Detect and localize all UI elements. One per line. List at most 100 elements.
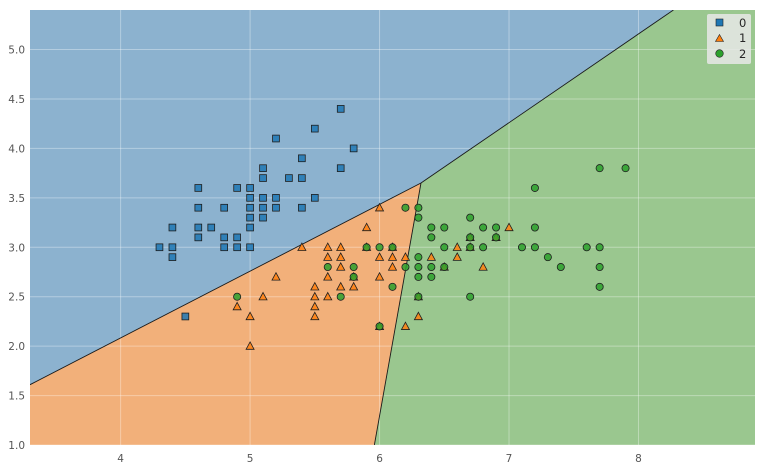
data-point-class-2 [530, 223, 539, 232]
data-point-class-2 [414, 292, 423, 301]
x-axis-ticks: 4 5 6 7 8 [117, 453, 642, 465]
data-point-class-0 [246, 213, 254, 222]
data-point-class-0 [259, 213, 267, 222]
data-point-class-2 [479, 243, 488, 252]
data-point-class-0 [233, 233, 241, 242]
data-point-class-2 [349, 263, 358, 272]
region-class-0 [30, 10, 674, 385]
data-point-class-0 [311, 124, 319, 133]
data-point-class-0 [298, 154, 306, 163]
data-point-class-1 [400, 321, 411, 330]
legend-label-1: 1 [739, 31, 746, 45]
legend-label-2: 2 [739, 47, 746, 61]
data-point-class-2 [556, 263, 565, 272]
decision-boundary-0 [30, 182, 422, 386]
legend-item-1: 1 [714, 31, 746, 45]
data-point-class-0 [181, 312, 190, 321]
decision-boundary-1 [420, 10, 674, 184]
data-point-class-1 [374, 271, 385, 281]
data-point-class-2 [440, 263, 449, 272]
data-point-class-1 [245, 311, 255, 321]
data-point-class-0 [246, 223, 254, 232]
legend: 0 1 2 [707, 14, 751, 64]
data-point-class-1 [271, 271, 281, 281]
data-point-class-2 [621, 164, 630, 173]
data-point-class-1 [323, 291, 333, 301]
data-point-class-0 [272, 134, 280, 143]
y-tick-label: 1.5 [8, 391, 25, 403]
data-point-class-2 [466, 292, 475, 301]
data-point-class-2 [414, 253, 423, 262]
data-point-class-1 [426, 252, 437, 261]
data-point-class-1 [348, 281, 359, 291]
data-point-class-2 [375, 322, 384, 331]
data-point-class-1 [232, 301, 242, 311]
legend-item-0: 0 [715, 16, 746, 30]
x-tick-label: 7 [506, 453, 513, 465]
data-point-class-0 [246, 203, 254, 212]
data-point-class-2 [440, 223, 449, 232]
data-point-class-1 [245, 341, 255, 350]
decision-boundary-2 [373, 182, 422, 445]
data-point-class-1 [323, 242, 333, 251]
data-point-class-0 [220, 203, 228, 212]
data-point-class-1 [478, 262, 488, 271]
legend-circle-marker [715, 49, 724, 58]
x-tick-label: 8 [635, 453, 642, 465]
data-point-class-1 [336, 252, 346, 261]
data-point-class-1 [310, 301, 320, 311]
data-point-class-2 [492, 223, 501, 232]
data-point-class-2 [349, 272, 358, 281]
data-point-class-0 [259, 203, 267, 212]
data-point-class-0 [311, 194, 319, 202]
y-tick-label: 2.5 [8, 292, 25, 304]
data-point-class-0 [336, 164, 345, 172]
data-point-class-2 [582, 243, 591, 252]
data-point-class-0 [259, 164, 267, 172]
data-point-class-1 [452, 252, 462, 261]
data-point-class-2 [530, 243, 539, 252]
data-point-class-2 [375, 243, 384, 252]
y-tick-label: 1.0 [8, 440, 25, 452]
data-point-class-0 [194, 203, 203, 212]
data-point-class-0 [207, 223, 216, 232]
y-axis-ticks: 1.0 1.5 2.0 2.5 3.0 3.5 4.0 4.5 5.0 [8, 45, 25, 452]
region-class-2 [374, 10, 755, 445]
data-point-class-0 [246, 194, 254, 202]
data-point-class-2 [479, 223, 488, 232]
x-tick-label: 6 [376, 453, 383, 465]
legend-square-marker [715, 18, 724, 27]
data-point-class-1 [361, 222, 372, 232]
data-point-class-0 [336, 105, 345, 113]
data-point-class-1 [374, 202, 385, 212]
data-point-class-1 [310, 311, 320, 321]
data-point-class-0 [220, 243, 228, 252]
data-point-class-1 [387, 252, 398, 261]
y-tick-label: 4.5 [8, 94, 25, 106]
legend-triangle-marker [714, 33, 725, 42]
data-point-class-2 [440, 243, 449, 252]
y-tick-label: 3.5 [8, 193, 25, 205]
data-point-class-2 [233, 292, 242, 301]
data-point-class-0 [259, 194, 267, 202]
data-point-class-2 [388, 243, 397, 252]
y-tick-label: 3.0 [8, 242, 25, 254]
data-point-class-2 [427, 223, 436, 232]
y-tick-label: 4.0 [8, 143, 25, 155]
data-point-class-0 [233, 184, 241, 192]
data-point-class-2 [543, 253, 552, 262]
data-point-class-0 [194, 233, 203, 242]
legend-label-0: 0 [739, 16, 746, 30]
x-tick-label: 4 [117, 453, 124, 465]
data-point-class-2 [595, 243, 604, 252]
data-point-class-1 [258, 291, 268, 301]
legend-item-2: 2 [715, 47, 746, 61]
data-point-class-2 [466, 243, 475, 252]
data-point-class-0 [220, 233, 228, 242]
decision-regions [30, 10, 755, 445]
data-point-class-0 [168, 253, 177, 261]
data-point-class-0 [349, 144, 358, 153]
data-point-class-1 [336, 281, 346, 291]
data-point-class-2 [414, 203, 423, 212]
